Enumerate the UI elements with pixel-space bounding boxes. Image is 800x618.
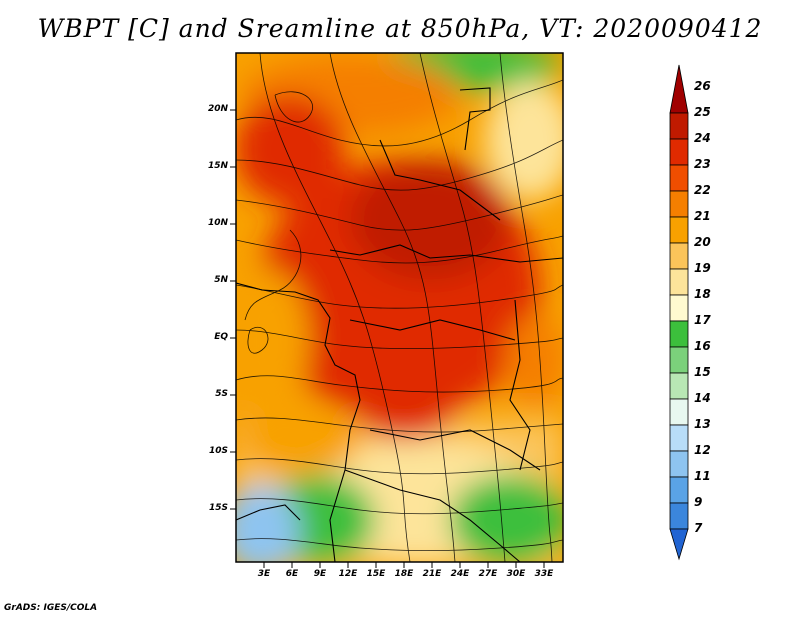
colorbar-swatch	[669, 346, 689, 374]
colorbar-label: 20	[694, 235, 711, 249]
credit-text: GrADS: IGES/COLA	[4, 603, 98, 613]
colorbar-swatch	[669, 64, 689, 114]
colorbar-swatch	[669, 242, 689, 270]
wbpt-field	[236, 53, 563, 562]
lat-label: 10N	[207, 218, 228, 228]
colorbar-swatch	[669, 112, 689, 140]
colorbar-label: 12	[694, 443, 711, 457]
country-borders	[236, 87, 563, 562]
colorbar-swatch	[669, 424, 689, 452]
colorbar-label: 7	[694, 521, 703, 535]
lon-label: 15E	[366, 569, 386, 579]
lat-label: 15S	[208, 503, 228, 513]
colorbar-label: 26	[694, 79, 711, 93]
colorbar-label: 11	[694, 469, 711, 483]
colorbar-swatch	[669, 268, 689, 296]
colorbar-swatch	[669, 502, 689, 530]
lat-label: 5N	[214, 275, 228, 285]
colorbar-swatch	[669, 398, 689, 426]
colorbar-label: 9	[694, 495, 703, 509]
colorbar-label: 16	[694, 339, 711, 353]
lon-label: 24E	[450, 569, 470, 579]
colorbar-label: 22	[694, 183, 711, 197]
colorbar-label: 18	[694, 287, 711, 301]
colorbar-swatch	[669, 450, 689, 478]
chart-title: WBPT [C] and Sreamline at 850hPa, VT: 20…	[37, 14, 763, 43]
map-frame	[235, 52, 564, 563]
colorbar-swatch	[669, 138, 689, 166]
lat-label: 5S	[215, 389, 228, 399]
colorbar-label: 19	[694, 261, 711, 275]
colorbar-label: 13	[694, 417, 711, 431]
colorbar-label: 25	[694, 105, 711, 119]
colorbar-label: 21	[694, 209, 711, 223]
lon-label: 27E	[478, 569, 498, 579]
colorbar-swatch	[669, 372, 689, 400]
colorbar-swatch	[669, 190, 689, 218]
colorbar-label: 17	[694, 313, 711, 327]
lat-label: 15N	[207, 161, 228, 171]
colorbar-swatch	[669, 476, 689, 504]
streamlines	[236, 53, 563, 562]
colorbar-swatch	[669, 528, 689, 561]
lon-label: 33E	[534, 569, 554, 579]
colorbar-swatch	[669, 216, 689, 244]
lon-label: 9E	[313, 569, 327, 579]
colorbar-label: 23	[694, 157, 711, 171]
colorbar-swatch	[669, 294, 689, 322]
colorbar-label: 14	[694, 391, 711, 405]
colorbar-label: 15	[694, 365, 711, 379]
lat-label: EQ	[214, 332, 228, 342]
lon-label: 12E	[338, 569, 358, 579]
lon-label: 21E	[422, 569, 442, 579]
colorbar-swatch	[669, 164, 689, 192]
lon-label: 30E	[506, 569, 526, 579]
lon-label: 6E	[285, 569, 299, 579]
colorbar-swatch	[669, 320, 689, 348]
lon-label: 3E	[257, 569, 271, 579]
colorbar-label: 24	[694, 131, 711, 145]
lon-label: 18E	[394, 569, 414, 579]
lat-label: 20N	[207, 104, 228, 114]
colorbar	[669, 64, 689, 561]
lat-label: 10S	[208, 446, 228, 456]
